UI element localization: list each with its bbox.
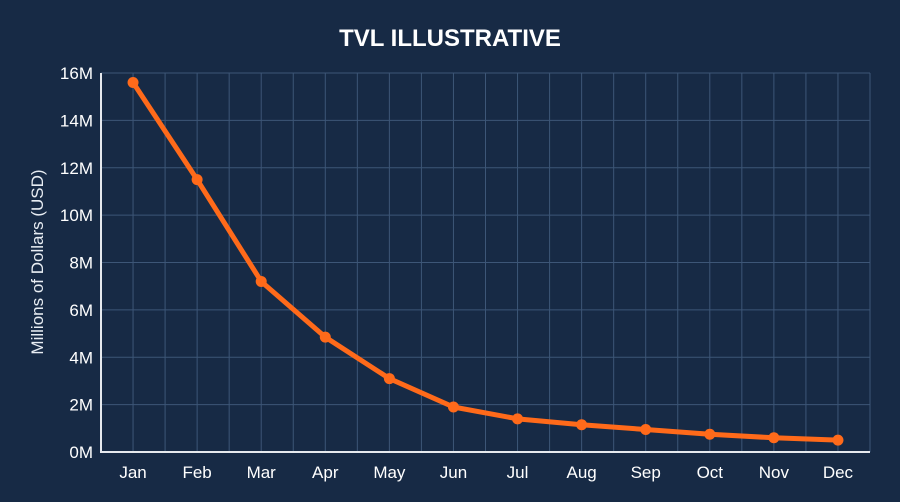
y-tick-label: 2M	[69, 396, 93, 415]
data-point-marker	[191, 174, 203, 186]
x-tick-label: Feb	[182, 463, 211, 482]
chart-title: TVL ILLUSTRATIVE	[339, 25, 561, 52]
data-point-marker	[512, 413, 524, 425]
data-point-marker	[383, 373, 395, 385]
series-line	[130, 79, 841, 443]
data-point-marker	[127, 76, 139, 88]
data-point-marker	[832, 434, 844, 446]
x-tick-label: Oct	[697, 463, 724, 482]
x-tick-label: Jul	[507, 463, 529, 482]
x-tick-label: Mar	[247, 463, 277, 482]
x-tick-label: Aug	[567, 463, 597, 482]
x-tick-label: Jun	[440, 463, 467, 482]
data-point-marker	[768, 432, 780, 444]
y-tick-label: 6M	[69, 301, 93, 320]
y-tick-label: 4M	[69, 348, 93, 367]
data-point-marker	[576, 419, 588, 431]
y-tick-label: 10M	[60, 206, 93, 225]
data-point-marker	[255, 275, 267, 287]
y-axis-label: Millions of Dollars (USD)	[28, 169, 47, 354]
tvl-series	[127, 76, 844, 446]
x-tick-label: Nov	[759, 463, 790, 482]
x-tick-label: Jan	[119, 463, 146, 482]
data-point-marker	[319, 331, 331, 343]
y-tick-label: 16M	[60, 64, 93, 83]
data-point-marker	[704, 428, 716, 440]
data-point-marker	[447, 401, 459, 413]
grid	[101, 72, 871, 452]
x-tick-label: Apr	[312, 463, 339, 482]
y-tick-label: 0M	[69, 443, 93, 462]
x-tick-label: May	[373, 463, 406, 482]
x-tick-label: Sep	[631, 463, 661, 482]
x-tick-label: Dec	[823, 463, 854, 482]
y-tick-label: 14M	[60, 111, 93, 130]
x-axis-ticks: Jan Feb Mar Apr May Jun Jul Aug Sep Oct Nov Dec	[119, 463, 853, 482]
y-axis-ticks: 0M 2M 4M 6M 8M 10M 12M 14M 16M	[60, 64, 93, 462]
y-tick-label: 12M	[60, 159, 93, 178]
data-point-marker	[640, 423, 652, 435]
y-tick-label: 8M	[69, 254, 93, 273]
